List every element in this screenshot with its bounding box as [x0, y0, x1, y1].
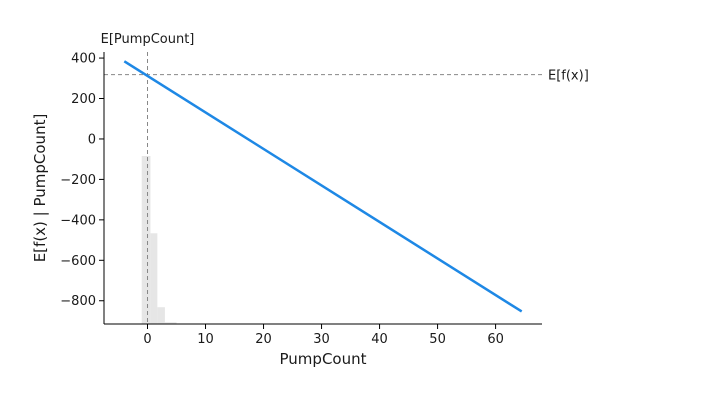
y-axis-title: E[f(x) | PumpCount] — [31, 114, 49, 263]
histogram-bar-0 — [141, 156, 151, 324]
x-tick-label: 10 — [197, 332, 214, 347]
x-tick-label: 50 — [429, 332, 446, 347]
x-tick-label: 30 — [313, 332, 330, 347]
series-line-0 — [123, 60, 523, 313]
expected-output-label: E[f(x)] — [548, 69, 589, 84]
y-tick-label: 0 — [88, 132, 96, 147]
x-tick-label: 20 — [255, 332, 272, 347]
y-tick-label: −400 — [60, 213, 96, 228]
expected-feature-label: E[PumpCount] — [101, 32, 195, 47]
axes: 0 10 20 30 40 50 60 400 200 0 −200 −400 −600 −800 — [60, 52, 542, 347]
x-tick-label: 40 — [371, 332, 388, 347]
y-tick-label: 400 — [71, 52, 96, 67]
x-tick-label: 60 — [487, 332, 504, 347]
x-tick-label: 0 — [143, 332, 151, 347]
series-layer — [123, 60, 523, 313]
histogram-bar-1 — [150, 233, 158, 324]
feature-histogram — [141, 156, 177, 324]
histogram-bar-2 — [157, 307, 165, 324]
x-axis-title: PumpCount — [280, 350, 367, 368]
y-tick-label: 200 — [71, 92, 96, 107]
y-tick-label: −800 — [60, 294, 96, 309]
histogram-bar-3 — [164, 322, 177, 324]
reference-lines — [104, 52, 542, 324]
labels: PumpCount E[f(x) | PumpCount] E[PumpCount]… — [31, 32, 589, 368]
y-tick-label: −600 — [60, 254, 96, 269]
y-tick-label: −200 — [60, 173, 96, 188]
